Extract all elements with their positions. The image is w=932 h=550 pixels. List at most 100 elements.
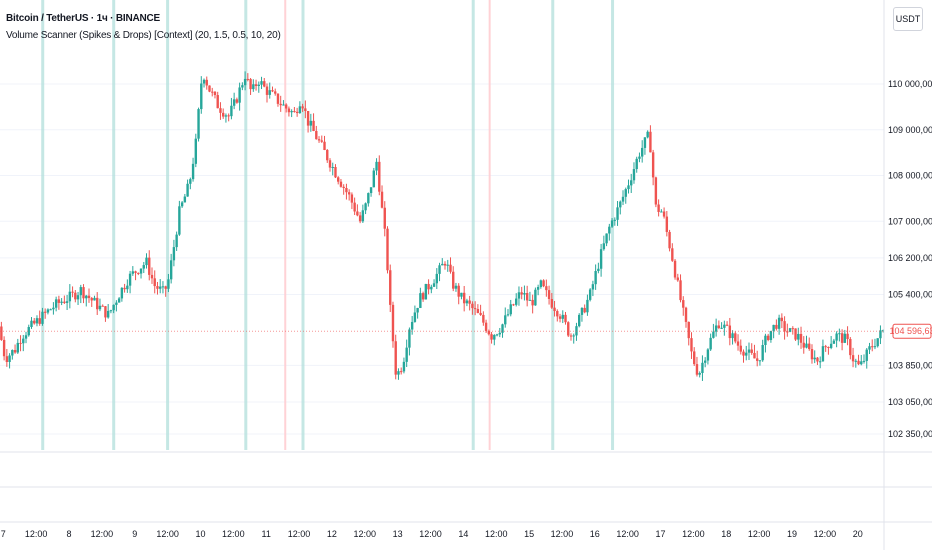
candle-body	[624, 189, 627, 197]
candle-body	[46, 309, 50, 313]
candle-body	[394, 341, 397, 375]
candle-body	[372, 170, 376, 188]
candle-body	[347, 192, 351, 195]
candle-body	[378, 161, 381, 192]
candle-body	[709, 337, 712, 350]
candle-body	[471, 303, 474, 309]
candle-body	[698, 372, 701, 375]
candle-body	[764, 335, 767, 346]
candle-body	[531, 299, 534, 306]
candle-body	[862, 360, 866, 362]
candle-body	[104, 306, 107, 318]
candle-body	[87, 295, 91, 299]
candle-body	[71, 291, 74, 293]
volume-spike-band	[112, 0, 116, 450]
candle-body	[211, 91, 214, 93]
candle-body	[572, 335, 575, 337]
candle-body	[389, 270, 392, 305]
candle-body	[673, 260, 677, 278]
candle-body	[769, 330, 773, 340]
candle-body	[112, 304, 115, 311]
candle-body	[871, 346, 874, 348]
candle-body	[276, 93, 280, 104]
candle-body	[476, 309, 480, 313]
currency-button[interactable]: USDT	[893, 7, 923, 31]
candle-body	[539, 280, 543, 288]
candle-body	[295, 111, 299, 114]
candle-body	[216, 95, 219, 109]
candle-body	[117, 298, 121, 303]
candle-body	[22, 338, 25, 344]
candle-body	[8, 355, 11, 362]
volume-spike-band	[301, 0, 305, 450]
candle-body	[11, 350, 14, 356]
candle-body	[490, 334, 493, 340]
candle-body	[731, 333, 734, 339]
last-price-label: 104 596,63	[889, 326, 932, 336]
candle-body	[391, 304, 395, 342]
candle-body	[438, 265, 441, 274]
time-tick-label: 11	[262, 529, 271, 539]
candle-body	[367, 193, 370, 204]
candle-body	[323, 141, 326, 150]
indicator-title[interactable]: Volume Scanner (Spikes & Drops) [Context…	[6, 30, 281, 41]
time-tick-label: 12:00	[485, 529, 508, 539]
candle-body	[657, 204, 660, 212]
candle-body	[484, 322, 488, 331]
candle-body	[268, 90, 271, 95]
candle-body	[824, 346, 827, 348]
candle-body	[52, 307, 55, 310]
candle-body	[298, 106, 302, 114]
candle-body	[142, 265, 145, 269]
candle-body	[238, 87, 241, 103]
candle-body	[350, 194, 354, 203]
candle-body	[805, 343, 808, 348]
candle-body	[695, 364, 699, 375]
candle-body	[35, 318, 39, 324]
candle-body	[342, 186, 345, 189]
candle-body	[202, 79, 206, 84]
candle-body	[79, 287, 82, 296]
candle-body	[446, 264, 449, 266]
candle-body	[545, 286, 548, 291]
candle-body	[148, 257, 151, 275]
candle-body	[65, 301, 69, 303]
candle-body	[383, 207, 386, 229]
candle-body	[720, 327, 723, 329]
candle-body	[337, 177, 340, 182]
time-tick-label: 12:00	[748, 529, 771, 539]
candle-body	[301, 106, 304, 109]
candle-body	[501, 324, 504, 333]
candlesticks	[0, 71, 885, 381]
price-axis-labels[interactable]: 110 000,00 109 000,00 108 000,00 107 000,00…	[888, 79, 932, 439]
symbol-title[interactable]: Bitcoin / TetherUS · 1ч · BINANCE	[6, 13, 161, 24]
candle-body	[879, 330, 882, 339]
candle-body	[96, 297, 99, 310]
candle-body	[186, 183, 189, 197]
candle-body	[578, 314, 581, 327]
candle-body	[413, 312, 417, 322]
time-axis-labels[interactable]: 7 12:00 8 12:00 9 12:00 10 12:00 11 12:00 12 12:00 1…	[1, 529, 863, 539]
candle-body	[49, 309, 52, 311]
candle-body	[306, 110, 310, 126]
candle-body	[194, 138, 198, 164]
candle-body	[608, 226, 611, 234]
candle-body	[747, 349, 751, 353]
candle-body	[254, 84, 258, 86]
candle-body	[780, 317, 784, 322]
candle-body	[137, 272, 140, 274]
candle-body	[331, 167, 334, 169]
candle-body	[230, 105, 233, 117]
candle-body	[90, 298, 93, 301]
candle-body	[227, 115, 230, 117]
candle-body	[159, 286, 162, 289]
candle-body	[758, 360, 762, 362]
candle-body	[399, 371, 403, 373]
candle-body	[701, 362, 704, 373]
candle-body	[739, 345, 742, 352]
candle-body	[320, 140, 323, 142]
candle-body	[838, 333, 841, 335]
candle-body	[717, 325, 721, 329]
